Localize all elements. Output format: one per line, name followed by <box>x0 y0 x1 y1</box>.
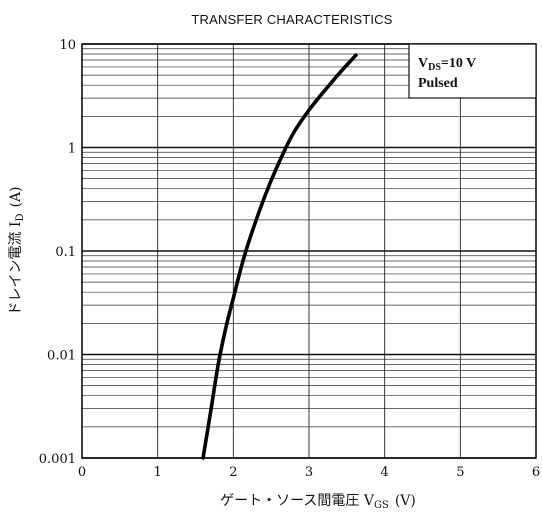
x-axis-ticks: 0 1 2 3 4 5 6 <box>78 465 540 480</box>
x-tick-label: 0 <box>78 465 86 480</box>
x-tick-label: 1 <box>154 465 162 480</box>
x-tick-label: 3 <box>305 465 313 480</box>
x-axis-label-unit: (V) <box>395 493 416 509</box>
legend-mode: Pulsed <box>418 76 458 91</box>
x-axis-label-main: ゲート・ソース間電圧 V <box>220 493 375 509</box>
y-axis-ticks: 0.001 0.01 0.1 1 10 <box>39 38 76 467</box>
legend-frame <box>408 43 537 99</box>
y-tick-label: 10 <box>59 38 76 53</box>
y-axis-label-main: ドレイン電流 I <box>8 222 24 316</box>
series-group <box>201 53 358 460</box>
plot-frame <box>81 43 537 459</box>
legend-condition-value: =10 V <box>441 56 476 71</box>
x-tick-label: 2 <box>229 465 237 480</box>
x-tick-label: 4 <box>381 465 389 480</box>
y-tick-label: 0.01 <box>47 349 76 364</box>
x-tick-label: 6 <box>532 465 540 480</box>
legend-condition-sub: DS <box>428 62 441 73</box>
legend-condition: VDS=10 V <box>418 56 476 73</box>
y-axis-label-unit: (A) <box>8 186 24 207</box>
legend-condition-main: V <box>418 56 428 71</box>
x-axis-label-sub: GS <box>374 500 389 511</box>
x-tick-label: 5 <box>456 465 464 480</box>
y-tick-label: 0.1 <box>55 245 76 260</box>
y-tick-label: 0.001 <box>39 452 76 467</box>
y-axis-label-sub: D <box>15 214 26 222</box>
y-axis-label: ドレイン電流 ID (A) <box>8 186 26 315</box>
y-tick-label: 1 <box>68 142 76 157</box>
legend-box: VDS=10 V Pulsed <box>408 43 537 99</box>
x-axis-label: ゲート・ソース間電圧 VGS (V) <box>220 493 416 511</box>
chart-title: TRANSFER CHARACTERISTICS <box>191 12 392 27</box>
transfer-curve <box>201 53 358 460</box>
